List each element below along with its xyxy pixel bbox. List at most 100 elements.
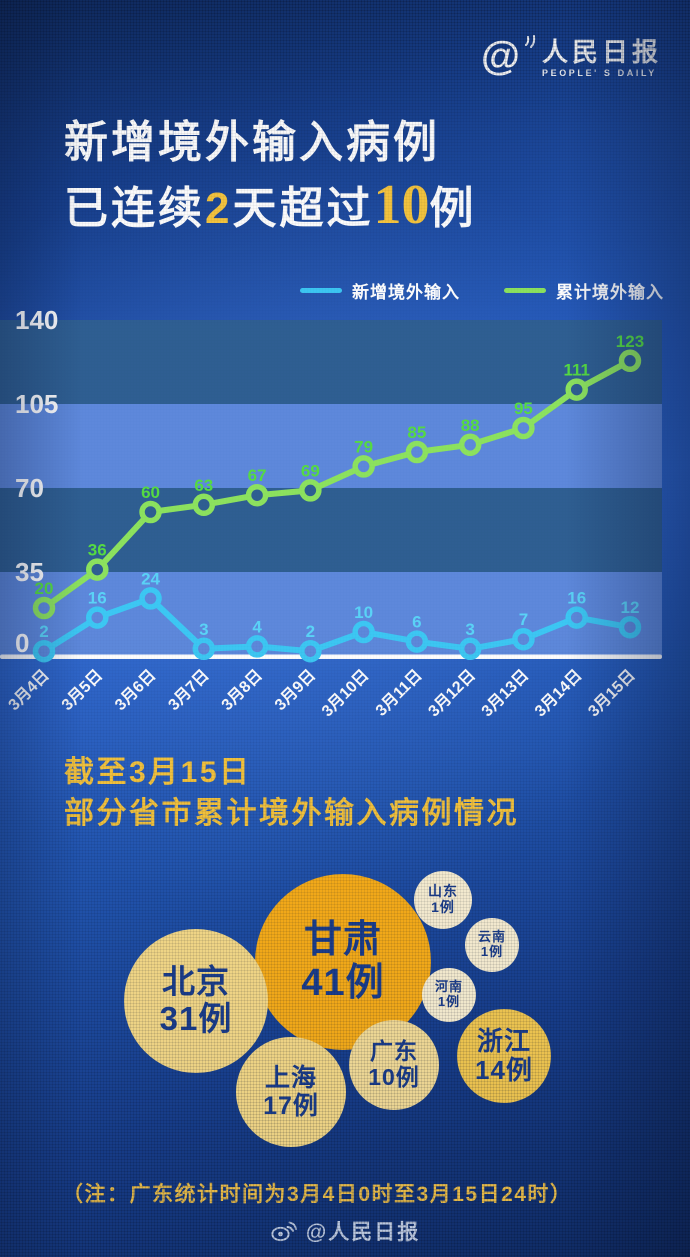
legend-label: 累计境外输入 (556, 283, 664, 302)
bubble-henan: 河南 1例 (422, 968, 476, 1022)
section2-title: 截至3月15日 部分省市累计境外输入病例情况 (64, 752, 519, 834)
data-point (192, 637, 216, 661)
broadcast-waves-icon (524, 35, 536, 48)
y-axis-tick-label: 105 (15, 389, 58, 419)
data-point (565, 606, 588, 629)
data-point-label: 123 (616, 332, 644, 351)
data-point (139, 587, 162, 610)
bubble-cases: 1例 (431, 899, 455, 915)
title-cases-number: 10 (373, 174, 430, 236)
grid-band (0, 320, 662, 404)
data-point-label: 60 (141, 483, 160, 502)
legend-swatch (300, 288, 342, 293)
bubble-province: 山东 (428, 883, 458, 900)
data-point (512, 416, 535, 440)
data-point-label: 12 (621, 598, 640, 617)
data-point-label: 24 (141, 569, 160, 588)
data-point-label: 2 (39, 622, 48, 641)
data-point (458, 433, 482, 457)
data-point-label: 20 (35, 579, 54, 598)
data-point (618, 349, 642, 373)
data-point-label: 95 (514, 399, 533, 418)
title-line2: 已连续2天超过10例 (64, 174, 476, 240)
y-axis-tick-label: 0 (15, 628, 29, 658)
data-point-label: 4 (252, 617, 262, 636)
bubble-cases: 10例 (368, 1064, 420, 1090)
data-point (192, 493, 216, 517)
bubble-province: 北京 (162, 963, 230, 1001)
legend-item: 累计境外输入 (504, 278, 664, 303)
bubble-shanghai: 上海 17例 (236, 1037, 346, 1147)
bubble-province: 云南 (477, 929, 506, 945)
data-point (405, 440, 429, 464)
bubble-cases: 17例 (263, 1092, 319, 1120)
data-point (405, 630, 429, 653)
bubble-province: 上海 (264, 1064, 317, 1092)
data-point-label: 10 (354, 603, 373, 622)
title-line2-text: 已连续 (64, 184, 205, 233)
chart-legend: 新增境外输入 累计境外输入 (300, 278, 664, 303)
data-point (32, 639, 56, 663)
data-point-label: 16 (88, 589, 107, 608)
peoples-daily-logo: @ 人民日报 PEOPLE' S DAILY (481, 35, 662, 78)
data-point (86, 558, 109, 581)
data-point-label: 6 (412, 613, 421, 632)
data-point (32, 596, 56, 620)
section2-title-line1: 截至3月15日 (64, 756, 252, 789)
data-point-label: 85 (407, 423, 426, 442)
y-axis-tick-label: 140 (15, 305, 58, 335)
bubble-yunnan: 云南 1例 (465, 918, 519, 972)
data-point-label: 3 (465, 620, 474, 639)
data-point-label: 3 (199, 620, 208, 639)
bubble-shandong: 山东 1例 (414, 871, 472, 929)
data-point (139, 500, 162, 524)
data-point-label: 67 (248, 466, 267, 485)
y-axis-tick-label: 35 (15, 557, 44, 587)
footer: @人民日报 (0, 1216, 690, 1246)
data-point (512, 627, 535, 651)
grid-band (0, 404, 662, 488)
section2-title-line2: 部分省市累计境外输入病例情况 (64, 797, 519, 830)
bubble-cases: 1例 (480, 944, 504, 959)
bubble-cases: 14例 (475, 1055, 533, 1085)
bubble-beijing: 北京 31例 (124, 929, 268, 1073)
data-point-label: 7 (519, 610, 528, 629)
bubble-province: 甘肃 (303, 919, 382, 962)
footnote: （注：广东统计时间为3月4日0时至3月15日24时） (62, 1183, 573, 1206)
footer-handle: @人民日报 (305, 1221, 421, 1244)
data-point (245, 483, 269, 507)
data-point (618, 615, 642, 639)
x-axis-line (0, 654, 662, 659)
title-line1: 新增境外输入病例 (64, 118, 440, 167)
data-point (565, 378, 588, 401)
bubble-cases: 1例 (437, 994, 461, 1009)
bubble-zhejiang: 浙江 14例 (457, 1009, 551, 1103)
brand-tagline: PEOPLE' S DAILY (541, 68, 657, 78)
bubble-province: 广东 (370, 1038, 418, 1065)
legend-swatch (504, 288, 546, 293)
weibo-icon (271, 1221, 297, 1242)
bubble-province: 浙江 (476, 1025, 531, 1056)
title-line2-text3: 例 (429, 184, 477, 233)
data-point (299, 639, 322, 663)
legend-item: 新增境外输入 (300, 278, 460, 303)
data-point-label: 69 (301, 461, 320, 480)
data-point (458, 637, 482, 661)
data-point-label: 16 (567, 589, 586, 608)
bubble-cases: 31例 (159, 1000, 233, 1037)
data-point-label: 63 (194, 476, 213, 495)
bubble-province: 河南 (434, 979, 463, 995)
legend-label: 新增境外输入 (352, 283, 460, 302)
data-point-label: 111 (563, 361, 590, 380)
data-point-label: 88 (461, 416, 480, 435)
page-title: 新增境外输入病例 已连续2天超过10例 (64, 112, 476, 240)
title-days-number: 2 (205, 184, 233, 233)
data-point (86, 606, 109, 629)
data-point (299, 479, 322, 502)
brand-name: 人民日报 (541, 37, 662, 67)
data-point (352, 455, 375, 478)
data-point-label: 79 (354, 437, 373, 456)
